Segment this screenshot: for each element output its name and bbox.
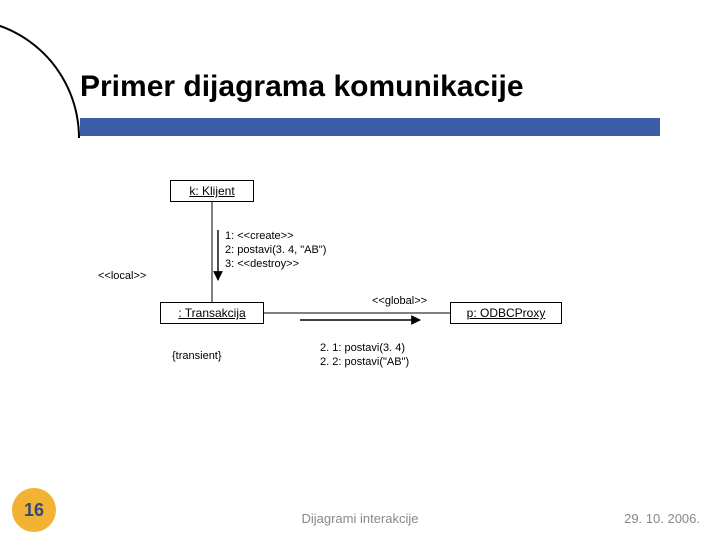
footer-date: 29. 10. 2006.	[624, 511, 700, 526]
footer-center-text: Dijagrami interakcije	[0, 511, 720, 526]
object-proxy: p: ODBCProxy	[450, 302, 562, 324]
connector-layer	[0, 150, 720, 490]
title-underline	[80, 118, 660, 136]
messages-right: 2. 1: postavi(3. 4)2. 2: postavi("AB")	[320, 342, 409, 370]
slide-title: Primer dijagrama komunikacije	[80, 70, 524, 104]
stereotype-local: <<local>>	[98, 270, 146, 284]
object-klijent: k: Klijent	[170, 180, 254, 202]
messages-left: 1: <<create>>2: postavi(3. 4, "AB")3: <<…	[225, 230, 326, 271]
slide-footer: 16 Dijagrami interakcije 29. 10. 2006.	[0, 500, 720, 540]
communication-diagram: k: Klijent : Transakcija p: ODBCProxy <<loc…	[0, 150, 720, 490]
constraint-transient: {transient}	[172, 350, 222, 364]
object-transakcija: : Transakcija	[160, 302, 264, 324]
slide-header: Primer dijagrama komunikacije	[0, 0, 720, 150]
decorative-arc	[0, 18, 80, 138]
stereotype-global: <<global>>	[372, 295, 427, 309]
